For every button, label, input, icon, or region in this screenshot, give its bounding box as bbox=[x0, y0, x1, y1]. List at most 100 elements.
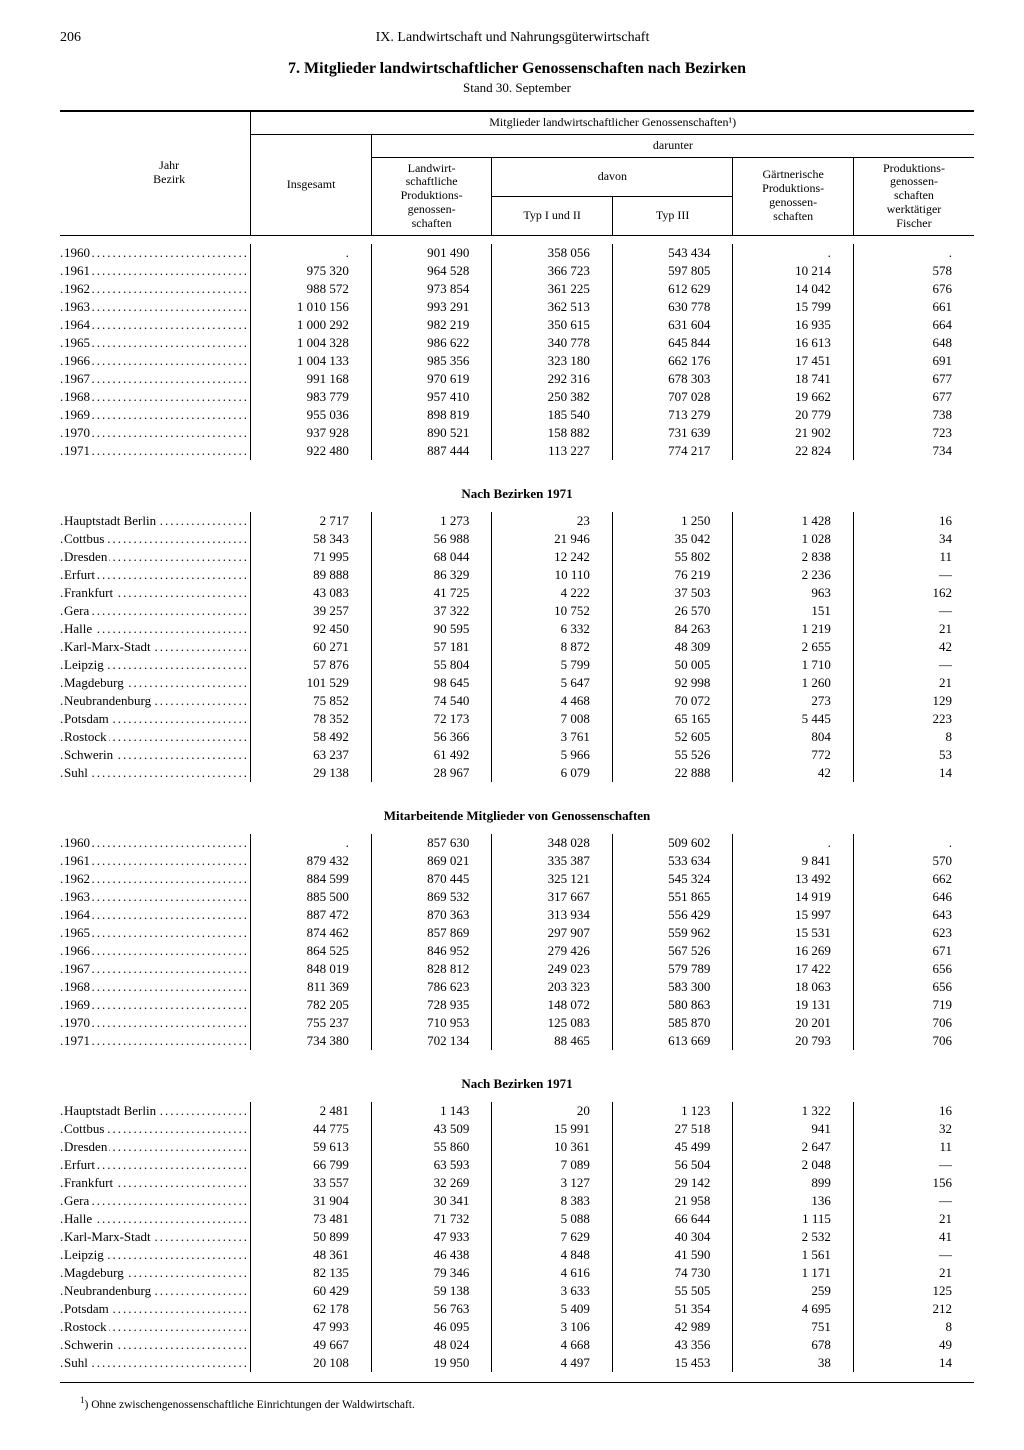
cell: 31 904 bbox=[251, 1192, 372, 1210]
cell: 857 630 bbox=[371, 834, 492, 852]
cell: 16 935 bbox=[733, 316, 854, 334]
table-row: 1966 864 525846 952279 426567 52616 2696… bbox=[60, 942, 974, 960]
cell: . bbox=[733, 244, 854, 262]
cell: 7 008 bbox=[492, 710, 613, 728]
cell: 76 219 bbox=[612, 566, 733, 584]
cell: 1 273 bbox=[371, 512, 492, 530]
cell: 678 303 bbox=[612, 370, 733, 388]
cell: 3 127 bbox=[492, 1174, 613, 1192]
row-label: 1964 bbox=[60, 906, 251, 924]
cell: 35 042 bbox=[612, 530, 733, 548]
footnote: 1) Ohne zwischengenossenschaftliche Einr… bbox=[60, 1395, 974, 1411]
cell: 92 450 bbox=[251, 620, 372, 638]
table-title: 7. Mitglieder landwirtschaftlicher Genos… bbox=[60, 60, 974, 78]
cell: 713 279 bbox=[612, 406, 733, 424]
hdr-gpg: Gärtnerische Produktions- genossen- scha… bbox=[733, 157, 854, 234]
cell: 16 613 bbox=[733, 334, 854, 352]
cell: 1 322 bbox=[733, 1102, 854, 1120]
table-row: 1966 1 004 133985 356323 180662 17617 45… bbox=[60, 352, 974, 370]
cell: 631 604 bbox=[612, 316, 733, 334]
table-row: 1963 885 500869 532317 667551 86514 9196… bbox=[60, 888, 974, 906]
table-row: Hauptstadt Berlin 2 4811 143201 1231 322… bbox=[60, 1102, 974, 1120]
cell: 869 532 bbox=[371, 888, 492, 906]
cell: 2 717 bbox=[251, 512, 372, 530]
cell: 273 bbox=[733, 692, 854, 710]
cell: 75 852 bbox=[251, 692, 372, 710]
section-bezirke-2: Nach Bezirken 1971 bbox=[60, 1076, 974, 1092]
cell: 1 710 bbox=[733, 656, 854, 674]
cell: 55 802 bbox=[612, 548, 733, 566]
cell: 3 633 bbox=[492, 1282, 613, 1300]
cell: 313 934 bbox=[492, 906, 613, 924]
row-label: Neubrandenburg bbox=[60, 692, 251, 710]
cell: 8 383 bbox=[492, 1192, 613, 1210]
cell: 325 121 bbox=[492, 870, 613, 888]
row-label: 1969 bbox=[60, 406, 251, 424]
table-row: 1970 755 237710 953125 083585 87020 2017… bbox=[60, 1014, 974, 1032]
cell: 86 329 bbox=[371, 566, 492, 584]
cell: — bbox=[853, 1246, 974, 1264]
cell: 317 667 bbox=[492, 888, 613, 906]
cell: 29 138 bbox=[251, 764, 372, 782]
cell: 125 bbox=[853, 1282, 974, 1300]
row-label: Rostock bbox=[60, 1318, 251, 1336]
table-row: 1969 782 205728 935148 072580 86319 1317… bbox=[60, 996, 974, 1014]
cell: 578 bbox=[853, 262, 974, 280]
hdr-fisch: Produktions- genossen- schaften werktäti… bbox=[853, 157, 974, 234]
table-row: 1965 874 462857 869297 907559 96215 5316… bbox=[60, 924, 974, 942]
cell: 21 bbox=[853, 1264, 974, 1282]
cell: 18 063 bbox=[733, 978, 854, 996]
cell: 350 615 bbox=[492, 316, 613, 334]
row-label: Schwerin bbox=[60, 1336, 251, 1354]
hdr-darunter: darunter bbox=[371, 134, 974, 157]
cell: 2 236 bbox=[733, 566, 854, 584]
cell: 10 361 bbox=[492, 1138, 613, 1156]
hdr-typ3: Typ III bbox=[612, 196, 733, 234]
row-label: Halle bbox=[60, 1210, 251, 1228]
cell: 55 804 bbox=[371, 656, 492, 674]
cell: 898 819 bbox=[371, 406, 492, 424]
cell: 43 356 bbox=[612, 1336, 733, 1354]
row-label: 1966 bbox=[60, 352, 251, 370]
cell: 20 108 bbox=[251, 1354, 372, 1372]
cell: 358 056 bbox=[492, 244, 613, 262]
cell: 348 028 bbox=[492, 834, 613, 852]
cell: 6 332 bbox=[492, 620, 613, 638]
cell: 129 bbox=[853, 692, 974, 710]
cell: 887 444 bbox=[371, 442, 492, 460]
cell: 985 356 bbox=[371, 352, 492, 370]
cell: 48 024 bbox=[371, 1336, 492, 1354]
cell: 8 872 bbox=[492, 638, 613, 656]
cell: 922 480 bbox=[251, 442, 372, 460]
row-label: Potsdam bbox=[60, 1300, 251, 1318]
cell: 14 919 bbox=[733, 888, 854, 906]
cell: 848 019 bbox=[251, 960, 372, 978]
cell: 870 445 bbox=[371, 870, 492, 888]
cell: 973 854 bbox=[371, 280, 492, 298]
cell: 53 bbox=[853, 746, 974, 764]
cell: 88 465 bbox=[492, 1032, 613, 1050]
table-row: 1970 937 928890 521158 882731 63921 9027… bbox=[60, 424, 974, 442]
row-label: Leipzig bbox=[60, 1246, 251, 1264]
cell: 73 481 bbox=[251, 1210, 372, 1228]
row-label: Cottbus bbox=[60, 530, 251, 548]
cell: — bbox=[853, 602, 974, 620]
cell: 21 bbox=[853, 1210, 974, 1228]
cell: 9 841 bbox=[733, 852, 854, 870]
table-row: Gera 39 25737 32210 75226 570151— bbox=[60, 602, 974, 620]
cell: 74 730 bbox=[612, 1264, 733, 1282]
cell: 533 634 bbox=[612, 852, 733, 870]
cell: 645 844 bbox=[612, 334, 733, 352]
cell: 46 438 bbox=[371, 1246, 492, 1264]
cell: 292 316 bbox=[492, 370, 613, 388]
cell: 583 300 bbox=[612, 978, 733, 996]
table-years-members: 1960 .901 490358 056543 434..1961 975 32… bbox=[60, 244, 974, 460]
cell: 955 036 bbox=[251, 406, 372, 424]
cell: 10 752 bbox=[492, 602, 613, 620]
cell: 98 645 bbox=[371, 674, 492, 692]
cell: 710 953 bbox=[371, 1014, 492, 1032]
cell: 43 509 bbox=[371, 1120, 492, 1138]
cell: 148 072 bbox=[492, 996, 613, 1014]
table-row: Leipzig 48 36146 4384 84841 5901 561— bbox=[60, 1246, 974, 1264]
cell: 56 504 bbox=[612, 1156, 733, 1174]
